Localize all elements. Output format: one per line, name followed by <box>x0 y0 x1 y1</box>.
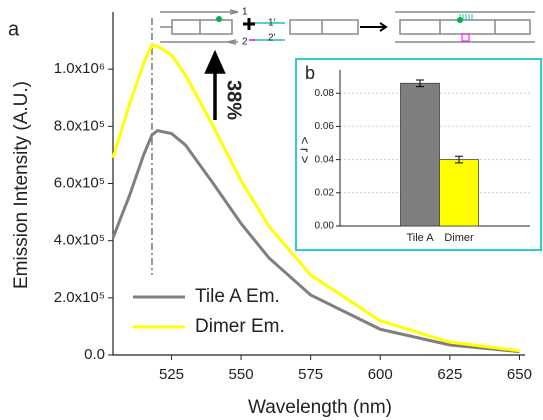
y-tick-label: 2.0x10⁵ <box>54 289 105 306</box>
y-tick-label: 6.0x10⁵ <box>54 174 105 191</box>
schematic <box>160 9 535 45</box>
strand-label: 2' <box>268 33 276 44</box>
y-tick-label: 1.0x10⁶ <box>54 60 105 77</box>
x-tick-label: 575 <box>298 366 323 383</box>
strand-label: 1' <box>268 18 276 29</box>
x-tick-label: 550 <box>229 366 254 383</box>
bar <box>439 159 479 227</box>
strand-label: 2 <box>242 37 248 48</box>
y-tick-label: 4.0x10⁵ <box>54 232 105 249</box>
y-tick-label: 0.0 <box>84 346 105 363</box>
x-tick-label: 525 <box>159 366 184 383</box>
x-tick-label: 650 <box>507 366 532 383</box>
legend-label: Dimer Em. <box>195 316 285 337</box>
panel-label: b <box>305 63 315 83</box>
y-tick-label: 0.04 <box>315 154 335 165</box>
bar <box>400 82 440 227</box>
panel-label: a <box>8 18 20 40</box>
y-tick-label: 0.08 <box>315 88 335 99</box>
legend-label: Tile A Em. <box>195 286 280 307</box>
y-tick-label: 0.02 <box>315 187 335 198</box>
strand-label: 1 <box>242 7 248 18</box>
arrow <box>204 49 226 120</box>
y-tick-label: 0.00 <box>315 221 335 232</box>
x-axis-label: Wavelength (nm) <box>248 397 392 418</box>
inset-chart: b 0.00 0.02 0.04 0.06 0.08 < r > Tile A Dimer <box>295 58 542 251</box>
schematic-dot <box>457 17 463 23</box>
error-bar <box>455 155 463 164</box>
x-tick-label: 625 <box>437 366 462 383</box>
schematic-dot <box>216 16 222 22</box>
x-tick-label: Tile A <box>406 232 434 244</box>
data-line <box>111 43 520 353</box>
error-bar <box>416 79 424 88</box>
plus-sign <box>243 18 255 30</box>
annotation: 38% <box>223 80 245 120</box>
x-tick-label: Dimer <box>444 232 474 244</box>
y-tick-label: 8.0x10⁵ <box>54 117 105 134</box>
main-chart: a 0.0 2.0x10⁵ 4.0x10⁵ 6.0x10⁵ 8.0x10⁵ 1.0x10⁶ 5… <box>8 12 532 418</box>
data-line <box>111 129 520 354</box>
y-axis-label: < r > <box>298 137 313 164</box>
y-tick-label: 0.06 <box>315 121 335 132</box>
x-tick-label: 600 <box>368 366 393 383</box>
y-axis-label: Emission Intensity (A.U.) <box>11 81 32 289</box>
